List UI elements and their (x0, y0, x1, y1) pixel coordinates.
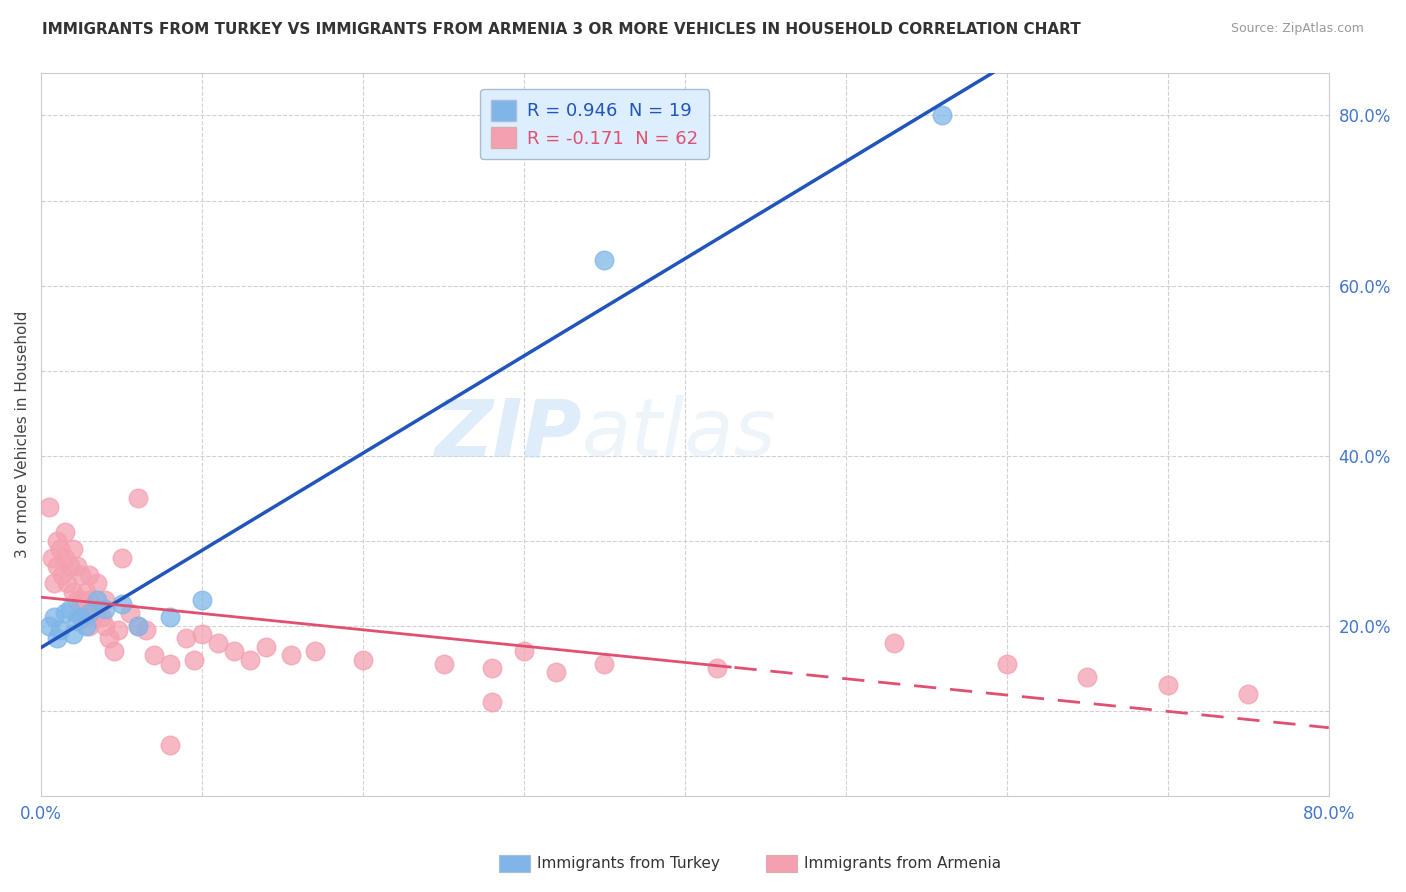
Point (256, 640, 278, 654)
Point (49, 542, 72, 557)
Point (1076, 670, 1098, 684)
Point (59, 559, 82, 574)
Point (91, 610, 114, 624)
Point (79, 606, 101, 620)
Legend: R = 0.946  N = 19, R = -0.171  N = 62: R = 0.946 N = 19, R = -0.171 N = 62 (481, 89, 709, 159)
Point (82, 610, 104, 624)
Point (94, 601, 117, 615)
Point (481, 661, 503, 675)
Point (75, 584, 97, 599)
Point (110, 550, 132, 565)
Point (38, 618, 60, 632)
Point (70, 610, 93, 624)
Point (593, 253, 616, 268)
Point (49, 623, 72, 637)
Point (224, 644, 246, 658)
Point (118, 606, 141, 620)
Point (883, 636, 905, 650)
Point (70, 610, 93, 624)
Point (110, 598, 132, 612)
Point (183, 653, 205, 667)
Point (1157, 678, 1180, 692)
Point (239, 653, 262, 667)
Point (191, 627, 214, 641)
Point (70, 593, 93, 607)
Point (65, 559, 87, 574)
Point (127, 618, 149, 632)
Point (53, 606, 76, 620)
Point (62, 542, 84, 557)
Point (65, 593, 87, 607)
Point (432, 657, 454, 671)
Point (79, 593, 101, 607)
Point (174, 632, 197, 646)
Point (62, 627, 84, 641)
Point (159, 610, 181, 624)
Point (103, 644, 125, 658)
Point (86, 593, 108, 607)
Point (159, 738, 181, 752)
Point (46, 533, 69, 548)
Point (706, 661, 728, 675)
Text: IMMIGRANTS FROM TURKEY VS IMMIGRANTS FROM ARMENIA 3 OR MORE VEHICLES IN HOUSEHOL: IMMIGRANTS FROM TURKEY VS IMMIGRANTS FRO… (42, 22, 1081, 37)
Text: Immigrants from Turkey: Immigrants from Turkey (537, 856, 720, 871)
Point (79, 618, 101, 632)
Point (41, 550, 63, 565)
Point (86, 601, 108, 615)
Point (107, 623, 129, 637)
Point (593, 657, 616, 671)
Point (79, 567, 101, 582)
Point (46, 632, 69, 646)
Text: atlas: atlas (582, 395, 776, 474)
Point (546, 665, 568, 680)
Point (995, 657, 1018, 671)
Point (53, 550, 76, 565)
Point (56, 576, 79, 591)
Point (38, 500, 60, 514)
Point (159, 657, 181, 671)
Point (135, 623, 157, 637)
Point (191, 593, 214, 607)
Point (53, 525, 76, 540)
Point (62, 584, 84, 599)
Point (1237, 687, 1260, 701)
Point (75, 610, 97, 624)
Point (481, 695, 503, 709)
Point (86, 576, 108, 591)
Point (352, 653, 374, 667)
Point (304, 644, 326, 658)
Point (931, 108, 953, 122)
Y-axis label: 3 or more Vehicles in Household: 3 or more Vehicles in Household (15, 310, 30, 558)
Point (65, 615, 87, 629)
Point (94, 618, 117, 632)
Point (46, 559, 69, 574)
Text: Source: ZipAtlas.com: Source: ZipAtlas.com (1230, 22, 1364, 36)
Point (97, 632, 120, 646)
Text: Immigrants from Armenia: Immigrants from Armenia (804, 856, 1001, 871)
Point (127, 491, 149, 505)
Point (75, 618, 97, 632)
Point (42, 576, 65, 591)
Point (280, 648, 302, 663)
Point (42, 610, 65, 624)
Point (127, 618, 149, 632)
Point (51, 567, 73, 582)
Point (70, 567, 93, 582)
Point (207, 636, 229, 650)
Text: ZIP: ZIP (434, 395, 582, 474)
Point (94, 593, 117, 607)
Point (513, 644, 536, 658)
Point (59, 601, 82, 615)
Point (142, 648, 165, 663)
